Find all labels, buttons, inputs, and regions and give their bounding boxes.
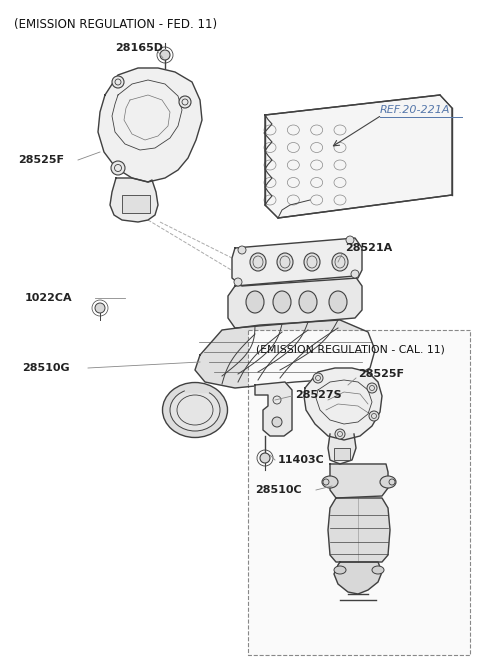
Bar (122, 195, 150, 213)
Ellipse shape (163, 383, 228, 438)
Circle shape (346, 236, 354, 244)
Circle shape (260, 453, 270, 463)
Ellipse shape (299, 291, 317, 313)
Ellipse shape (277, 253, 293, 271)
Polygon shape (334, 562, 382, 594)
Polygon shape (265, 95, 452, 218)
Ellipse shape (329, 291, 347, 313)
Circle shape (367, 383, 377, 393)
Text: (EMISSION REGULATION - FED. 11): (EMISSION REGULATION - FED. 11) (14, 18, 217, 31)
Text: 28165D: 28165D (115, 43, 163, 53)
Polygon shape (255, 382, 292, 436)
Text: REF.20-221A: REF.20-221A (380, 105, 451, 115)
Polygon shape (232, 238, 362, 286)
Circle shape (369, 411, 379, 421)
Polygon shape (328, 498, 390, 562)
Text: 28510G: 28510G (22, 363, 70, 373)
Text: 11403C: 11403C (278, 455, 325, 465)
Circle shape (111, 161, 125, 175)
Text: 1022CA: 1022CA (25, 293, 72, 303)
Polygon shape (98, 68, 202, 182)
Circle shape (351, 270, 359, 278)
Polygon shape (330, 464, 388, 498)
Ellipse shape (380, 476, 396, 488)
Polygon shape (110, 178, 158, 222)
Ellipse shape (322, 476, 338, 488)
Bar (334, 448, 350, 460)
Polygon shape (185, 388, 208, 392)
Polygon shape (304, 368, 382, 440)
Text: 28525F: 28525F (358, 369, 404, 379)
Circle shape (238, 246, 246, 254)
Text: 28525F: 28525F (18, 155, 64, 165)
Polygon shape (328, 434, 356, 464)
Circle shape (313, 373, 323, 383)
Ellipse shape (250, 253, 266, 271)
Ellipse shape (273, 291, 291, 313)
Ellipse shape (246, 291, 264, 313)
Text: 28510C: 28510C (255, 485, 301, 495)
Circle shape (234, 278, 242, 286)
Circle shape (95, 303, 105, 313)
Circle shape (179, 96, 191, 108)
Text: 28527S: 28527S (295, 390, 342, 400)
Ellipse shape (304, 253, 320, 271)
Ellipse shape (372, 566, 384, 574)
Ellipse shape (334, 566, 346, 574)
Text: (EMISSION REGULATION - CAL. 11): (EMISSION REGULATION - CAL. 11) (256, 344, 445, 354)
Ellipse shape (332, 253, 348, 271)
Circle shape (335, 429, 345, 439)
Bar (248, 330, 470, 655)
Ellipse shape (170, 389, 220, 431)
Circle shape (160, 50, 170, 60)
Circle shape (112, 76, 124, 88)
Polygon shape (195, 320, 375, 388)
Text: 28521A: 28521A (345, 243, 392, 253)
Circle shape (272, 417, 282, 427)
Polygon shape (228, 276, 362, 328)
